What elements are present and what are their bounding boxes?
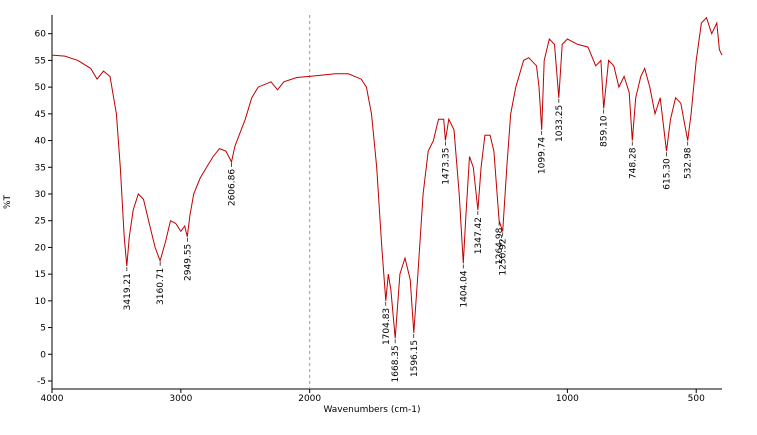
- y-axis-label: %T: [3, 194, 13, 209]
- y-tick-label: 60: [35, 30, 47, 40]
- peak-label: 859.10: [600, 115, 610, 147]
- y-tick-label: 0: [40, 350, 46, 360]
- peak-label: 1099.74: [538, 137, 548, 174]
- peak-label: 3419.21: [123, 273, 133, 310]
- peak-label: 1250.92: [499, 238, 509, 275]
- peak-label: 1264.98: [495, 227, 505, 264]
- x-tick-label: 2000: [298, 394, 321, 404]
- y-tick-label: 50: [35, 83, 47, 93]
- y-tick-label: 40: [35, 137, 47, 147]
- y-tick-label: 35: [35, 163, 46, 173]
- peak-label: 3160.71: [156, 268, 166, 305]
- peak-label: 1473.35: [441, 148, 451, 185]
- spectrum-line: [51, 16, 723, 339]
- peak-label: 532.98: [684, 147, 694, 179]
- x-tick-label: 1000: [556, 394, 579, 404]
- y-tick-label: 55: [35, 56, 46, 66]
- peak-label: 615.30: [663, 158, 673, 190]
- x-tick-label: 500: [688, 394, 705, 404]
- peak-label: 2606.86: [228, 169, 238, 206]
- peak-label: 1704.83: [382, 308, 392, 345]
- x-tick-label: 3000: [169, 394, 192, 404]
- y-tick-label: -5: [37, 377, 46, 387]
- peak-label: 1668.35: [391, 345, 401, 382]
- y-tick-label: 5: [40, 324, 46, 334]
- peak-label: 1596.15: [410, 340, 420, 377]
- peak-label: 1033.25: [555, 105, 565, 142]
- x-tick-label: 4000: [41, 394, 64, 404]
- peak-label: 1404.04: [459, 270, 469, 307]
- y-tick-label: 25: [35, 217, 46, 227]
- y-tick-label: 30: [35, 190, 47, 200]
- peak-label: 748.28: [628, 147, 638, 179]
- x-axis-label: Wavenumbers (cm-1): [323, 405, 420, 415]
- y-tick-label: 20: [35, 243, 47, 253]
- y-tick-label: 10: [35, 297, 47, 307]
- y-tick-label: 45: [35, 110, 46, 120]
- y-tick-label: 15: [35, 270, 46, 280]
- peak-label: 1347.42: [474, 217, 484, 254]
- peak-label: 2949.55: [183, 244, 193, 281]
